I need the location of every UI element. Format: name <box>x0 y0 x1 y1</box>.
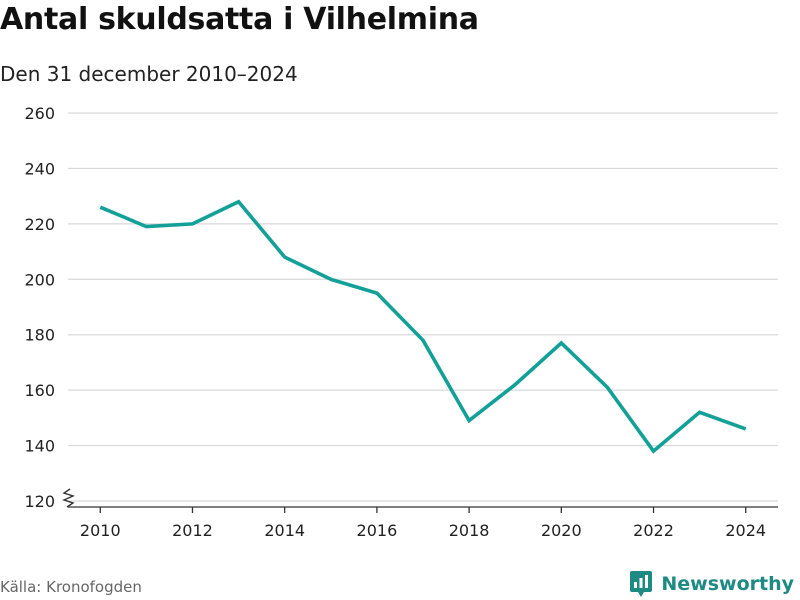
axis-break-zigzag-icon <box>62 488 75 508</box>
data-point-2020 <box>560 341 564 345</box>
data-point-2013 <box>237 200 241 204</box>
y-tick-label-160: 160 <box>24 381 55 400</box>
x-tick-label-2014: 2014 <box>264 521 305 540</box>
newsworthy-logo-icon <box>630 571 653 597</box>
chart-title: Antal skuldsatta i Vilhelmina <box>0 2 479 37</box>
x-tick-label-2012: 2012 <box>172 521 213 540</box>
x-tick-label-2020: 2020 <box>541 521 582 540</box>
brand-mark: Newsworthy <box>629 570 794 598</box>
y-tick-label-120: 120 <box>24 492 55 511</box>
series-line-0 <box>99 199 747 454</box>
data-point-2021 <box>606 386 610 390</box>
y-tick-label-200: 200 <box>24 270 55 289</box>
data-point-2022 <box>652 449 656 453</box>
y-tick-label-220: 220 <box>24 215 55 234</box>
data-point-2024 <box>744 427 748 431</box>
data-point-2023 <box>698 411 702 415</box>
data-point-2019 <box>513 383 517 387</box>
x-tick-label-2010: 2010 <box>80 521 121 540</box>
chart-subtitle: Den 31 december 2010–2024 <box>0 62 298 86</box>
data-point-2018 <box>467 419 471 423</box>
y-tick-label-180: 180 <box>24 326 55 345</box>
y-tick-label-140: 140 <box>24 437 55 456</box>
source-note: Källa: Kronofogden <box>0 578 142 596</box>
x-tick-label-2016: 2016 <box>357 521 398 540</box>
data-point-2017 <box>421 338 425 342</box>
data-point-2010 <box>98 205 102 209</box>
data-point-2016 <box>375 291 379 295</box>
x-tick-label-2022: 2022 <box>633 521 674 540</box>
y-tick-label-260: 260 <box>24 104 55 123</box>
data-point-2015 <box>329 277 333 281</box>
y-tick-label-240: 240 <box>24 159 55 178</box>
x-tick-label-2018: 2018 <box>449 521 490 540</box>
data-point-2014 <box>283 255 287 259</box>
x-tick-label-2024: 2024 <box>725 521 766 540</box>
data-point-2012 <box>191 222 195 226</box>
data-point-2011 <box>145 225 149 229</box>
brand-name: Newsworthy <box>661 573 794 595</box>
